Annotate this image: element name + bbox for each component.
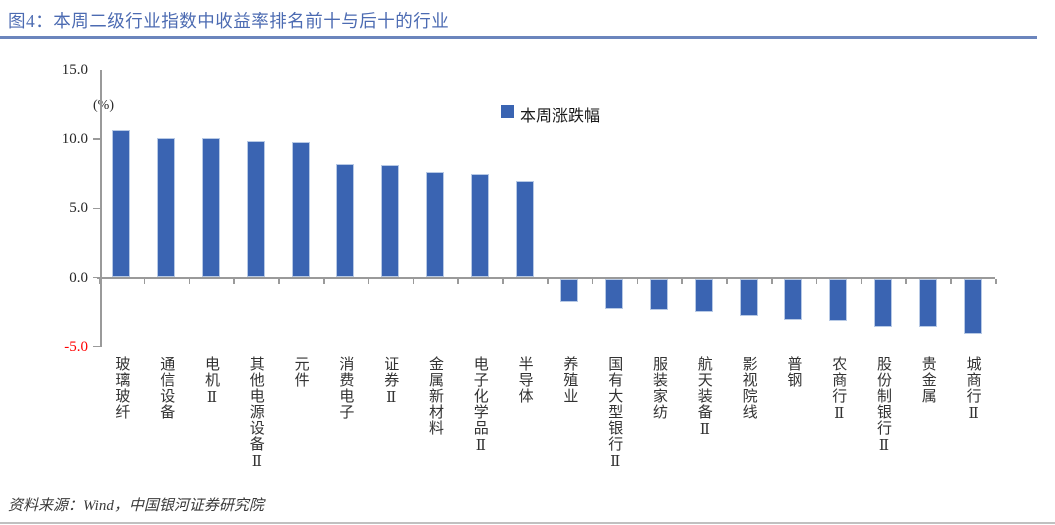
bar bbox=[336, 164, 355, 278]
x-axis-tick bbox=[547, 278, 549, 284]
x-axis-tick bbox=[995, 278, 997, 284]
x-axis-tick bbox=[412, 278, 415, 284]
x-axis-category-label: 半导体 bbox=[516, 356, 533, 404]
bar bbox=[874, 278, 892, 327]
x-axis-category-label: 金属新材料 bbox=[427, 356, 443, 436]
y-axis-tick-label: -5.0 bbox=[64, 338, 88, 355]
x-axis-tick bbox=[323, 278, 325, 284]
y-axis-line bbox=[100, 70, 102, 347]
y-axis-tick bbox=[93, 207, 100, 210]
bar bbox=[470, 173, 489, 278]
x-axis-tick bbox=[815, 278, 818, 284]
x-axis-tick bbox=[636, 278, 639, 284]
bar bbox=[739, 278, 758, 316]
y-axis-unit-label: (%) bbox=[93, 98, 114, 113]
x-axis-baseline bbox=[97, 276, 995, 279]
x-axis-tick bbox=[860, 278, 863, 284]
x-axis-category-label: 电机Ⅱ bbox=[203, 356, 219, 407]
x-axis-tick bbox=[726, 278, 728, 284]
x-axis-tick bbox=[905, 278, 907, 284]
source-note: 资料来源：Wind，中国银河证券研究院 bbox=[8, 498, 264, 514]
x-axis-tick bbox=[950, 278, 952, 284]
bar bbox=[157, 137, 176, 278]
bar bbox=[426, 172, 444, 278]
bar bbox=[381, 165, 400, 278]
bottom-rule bbox=[0, 522, 1055, 524]
y-axis-tick-label: 0.0 bbox=[69, 269, 88, 286]
bar bbox=[829, 278, 848, 322]
bar bbox=[918, 278, 937, 327]
y-axis-tick bbox=[93, 138, 100, 140]
x-axis-tick bbox=[143, 278, 146, 284]
bar bbox=[963, 278, 982, 334]
bar bbox=[560, 278, 579, 302]
figure-title: 图4：本周二级行业指数中收益率排名前十与后十的行业 bbox=[8, 11, 450, 31]
x-axis-tick bbox=[367, 278, 370, 284]
x-axis-category-label: 电子化学品Ⅱ bbox=[471, 356, 488, 455]
legend-swatch-icon bbox=[501, 105, 514, 118]
chart-legend: 本周涨跌幅 bbox=[501, 102, 600, 126]
x-axis-category-label: 农商行Ⅱ bbox=[830, 356, 847, 423]
bar bbox=[202, 137, 220, 278]
x-axis-category-label: 其他电源设备Ⅱ bbox=[247, 356, 264, 471]
y-axis-tick-label: 10.0 bbox=[61, 131, 88, 148]
y-axis-tick-label: 5.0 bbox=[69, 200, 88, 217]
bar bbox=[291, 141, 310, 278]
x-axis-category-label: 通信设备 bbox=[158, 356, 175, 420]
bar bbox=[694, 278, 713, 312]
chart-area: (%) 本周涨跌幅 15.0 10.0 5.0 0.0 -5.0 玻璃玻纤 通信设备 电机Ⅱ 其… bbox=[0, 40, 1055, 490]
y-axis-tick-label: 15.0 bbox=[61, 62, 88, 79]
x-axis-category-label: 航天装备Ⅱ bbox=[695, 356, 712, 439]
x-axis-tick bbox=[188, 278, 191, 284]
y-axis-tick bbox=[93, 345, 100, 348]
x-axis-tick bbox=[681, 278, 683, 284]
x-axis-category-label: 消费电子 bbox=[337, 356, 354, 420]
x-axis-category-label: 股份制银行Ⅱ bbox=[875, 356, 891, 455]
x-axis-category-label: 养殖业 bbox=[561, 356, 578, 404]
bar bbox=[515, 180, 534, 278]
x-axis-tick bbox=[591, 278, 594, 284]
bar bbox=[605, 278, 624, 309]
bar bbox=[112, 129, 131, 278]
bar bbox=[784, 278, 803, 320]
x-axis-category-label: 证券Ⅱ bbox=[382, 356, 399, 407]
x-axis-tick bbox=[233, 278, 235, 284]
x-axis-tick bbox=[771, 278, 773, 284]
legend-label: 本周涨跌幅 bbox=[520, 108, 601, 125]
x-axis-category-label: 国有大型银行Ⅱ bbox=[606, 356, 623, 471]
title-separator-rule bbox=[0, 36, 1037, 39]
bar bbox=[246, 140, 265, 278]
x-axis-category-label: 贵金属 bbox=[919, 356, 936, 404]
y-axis-tick bbox=[93, 276, 100, 279]
x-axis-tick bbox=[457, 278, 459, 284]
x-axis-tick bbox=[502, 278, 504, 284]
x-axis-category-label: 城商行Ⅱ bbox=[964, 356, 981, 423]
x-axis-category-label: 服装家纺 bbox=[651, 356, 667, 420]
x-axis-category-label: 普钢 bbox=[785, 356, 802, 388]
x-axis-category-label: 玻璃玻纤 bbox=[113, 356, 130, 420]
x-axis-category-label: 元件 bbox=[292, 356, 309, 388]
bar bbox=[650, 278, 668, 311]
x-axis-tick bbox=[278, 278, 280, 284]
x-axis-tick bbox=[99, 278, 101, 284]
x-axis-category-label: 影视院线 bbox=[740, 356, 757, 420]
